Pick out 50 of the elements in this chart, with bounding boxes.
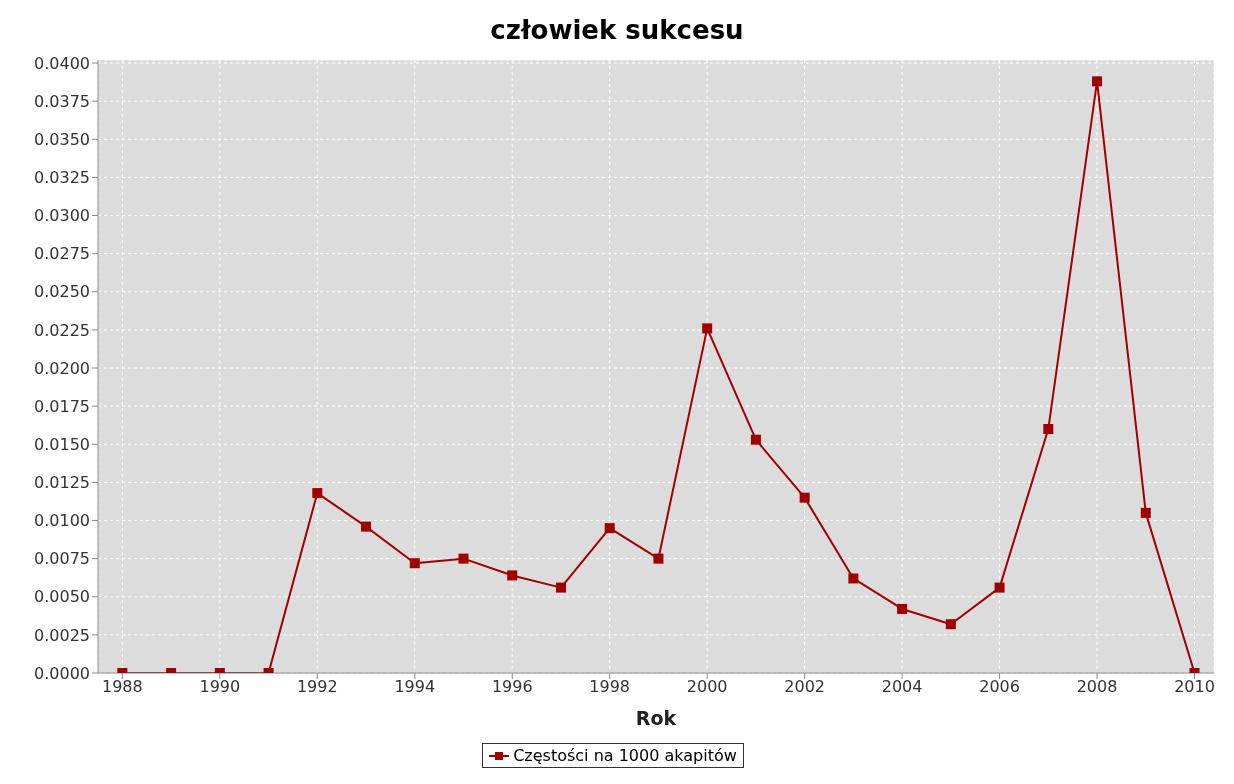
x-tick-label: 2000 <box>686 677 728 697</box>
point <box>1140 507 1151 518</box>
x-tick-label: 1994 <box>394 677 436 697</box>
point <box>799 492 810 503</box>
y-tick-label: 0.0275 <box>34 244 90 264</box>
y-tick-label: 0.0300 <box>34 206 90 226</box>
point <box>409 558 420 569</box>
x-tick-label: 1992 <box>296 677 338 697</box>
x-tick-label: 1998 <box>589 677 631 697</box>
chart-title: człowiek sukcesu <box>489 14 745 47</box>
point <box>897 603 908 614</box>
y-tick-label: 0.0400 <box>34 53 90 73</box>
x-tick-label: 1990 <box>199 677 241 697</box>
point <box>945 619 956 630</box>
y-tick-label: 0.0075 <box>34 549 90 569</box>
y-tick-label: 0.0225 <box>34 320 90 340</box>
point <box>994 582 1005 593</box>
x-tick-label: 2010 <box>1174 677 1215 697</box>
y-tick-label: 0.0200 <box>34 358 90 378</box>
y-tick-label: 0.0150 <box>34 434 90 454</box>
point <box>1092 76 1103 87</box>
point <box>848 573 859 584</box>
point <box>507 570 518 581</box>
y-tick-label: 0.0175 <box>34 396 90 416</box>
point <box>653 553 664 564</box>
y-tick-label: 0.0125 <box>34 473 90 493</box>
x-tick-label: 1988 <box>102 677 143 697</box>
x-tick-label: 1996 <box>491 677 533 697</box>
y-tick-label: 0.0000 <box>34 663 90 683</box>
y-tick-label: 0.0050 <box>34 587 90 607</box>
y-tick-label: 0.0350 <box>34 129 90 149</box>
y-tick-label: 0.0100 <box>34 511 90 531</box>
x-tick-label: 2002 <box>784 677 825 697</box>
point <box>458 553 469 564</box>
y-tick-label: 0.0025 <box>34 625 90 645</box>
x-axis-title: Rok <box>635 707 677 729</box>
y-tick-label: 0.0250 <box>34 282 90 302</box>
point <box>361 521 372 532</box>
x-tick-label: 2006 <box>979 677 1020 697</box>
y-tick-label: 0.0375 <box>34 91 90 111</box>
point <box>604 523 615 534</box>
point <box>1043 424 1054 435</box>
point <box>312 488 323 499</box>
legend-label: Częstości na 1000 akapitów <box>512 746 737 765</box>
x-tick-label: 2008 <box>1076 677 1118 697</box>
x-tick-label: 2004 <box>881 677 923 697</box>
point <box>555 582 566 593</box>
point <box>750 434 761 445</box>
y-tick-label: 0.0325 <box>34 168 90 188</box>
point <box>702 323 713 334</box>
